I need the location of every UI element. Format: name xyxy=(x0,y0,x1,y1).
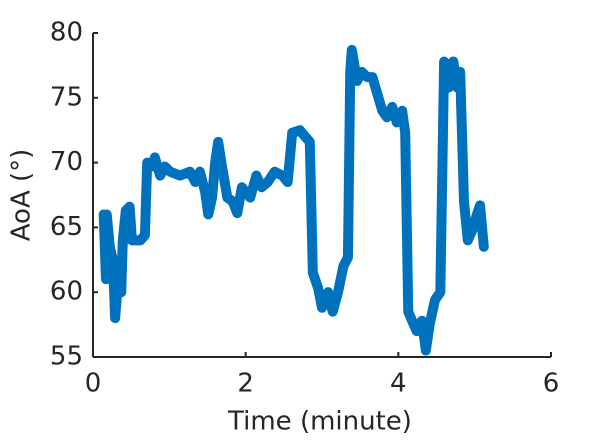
y-axis-label: AoA (°) xyxy=(7,149,37,242)
y-tick-label: 70 xyxy=(50,147,83,177)
x-tick-label: 0 xyxy=(85,369,102,399)
y-tick-label: 60 xyxy=(50,277,83,307)
y-tick-label: 80 xyxy=(50,18,83,48)
x-tick-label: 2 xyxy=(237,369,254,399)
x-axis-label: Time (minute) xyxy=(227,407,412,437)
y-tick-label: 55 xyxy=(50,342,83,372)
x-tick-label: 6 xyxy=(543,369,560,399)
y-tick-label: 65 xyxy=(50,212,83,242)
y-tick-label: 75 xyxy=(50,82,83,112)
x-tick-label: 4 xyxy=(390,369,407,399)
data-line xyxy=(98,44,489,356)
